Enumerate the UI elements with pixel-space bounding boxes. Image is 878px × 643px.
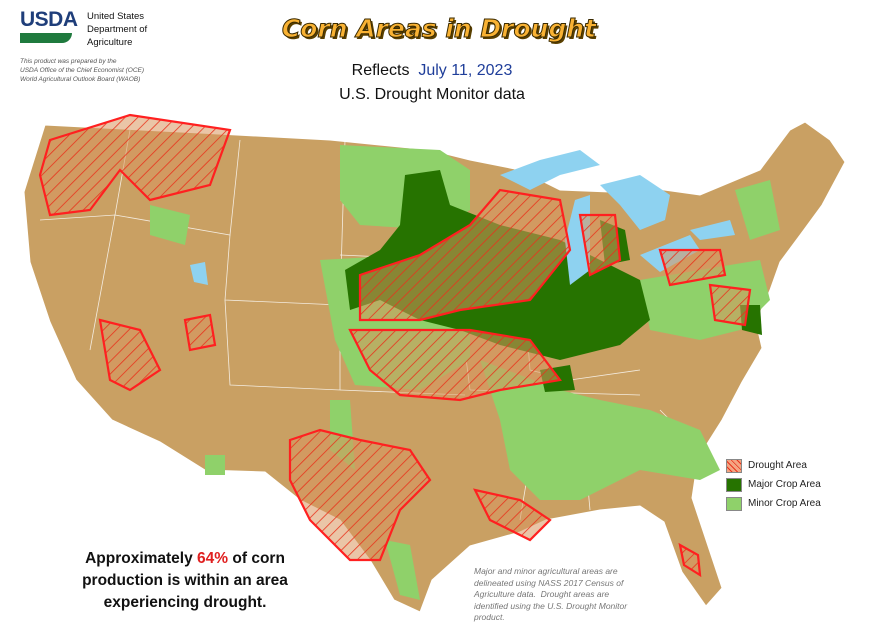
- summary: Approximately 64% of corn production is …: [40, 548, 330, 614]
- summary-line: experiencing drought.: [103, 594, 267, 611]
- subtitle-prefix: Reflects: [351, 62, 410, 79]
- note-line: Agriculture data. Drought areas are: [474, 589, 610, 599]
- department-line: Department of: [87, 24, 148, 35]
- note-line: delineated using NASS 2017 Census of: [474, 577, 624, 588]
- legend-swatch: [726, 477, 742, 492]
- summary-line: Approximately 64% of corn: [40, 548, 330, 570]
- subtitle-date: July 11, 2023: [418, 62, 513, 79]
- legend: Drought Area Major Crop Area Minor Crop Ar…: [726, 456, 821, 513]
- subtitle: Reflects July 11, 2023: [0, 62, 864, 80]
- summary-highlight: 64%: [197, 550, 229, 567]
- legend-label: Minor Crop Area: [748, 498, 821, 509]
- credit-line: World Agricultural Outlook Board (WAOB): [20, 76, 141, 83]
- summary-text: Approximately: [85, 550, 198, 567]
- note-line: identified using the U.S. Drought Monito…: [474, 600, 628, 611]
- agency-logo: USDA: [20, 8, 78, 31]
- legend-swatch: [726, 496, 742, 511]
- summary-line: production is within an area: [82, 572, 288, 589]
- note-line: Major and minor agricultural areas are: [474, 566, 618, 576]
- legend-label: Major Crop Area: [748, 479, 821, 490]
- legend-item: Major Crop Area: [726, 475, 821, 494]
- note: Major and minor agricultural areas are de…: [474, 566, 627, 624]
- logo-bar: [20, 33, 72, 43]
- drought-areas: [38, 113, 752, 578]
- credit-line: This product was prepared by the: [20, 58, 117, 65]
- credit-line: USDA Office of the Chief Economist (OCE): [20, 67, 145, 74]
- subtitle-source: U.S. Drought Monitor data: [339, 86, 525, 103]
- legend-item: Minor Crop Area: [726, 494, 821, 513]
- legend-label: Drought Area: [748, 460, 807, 471]
- legend-swatch: [726, 458, 742, 473]
- credit: This product was prepared by the USDA Of…: [20, 57, 144, 84]
- note-line: product.: [474, 612, 505, 622]
- department-line: United States: [87, 11, 145, 22]
- title: Corn Areas in Drought: [281, 14, 597, 44]
- department: United States Department of Agriculture: [87, 10, 147, 49]
- department-line: Agriculture: [87, 37, 133, 48]
- summary-text: of corn: [228, 550, 285, 567]
- legend-item: Drought Area: [726, 456, 821, 475]
